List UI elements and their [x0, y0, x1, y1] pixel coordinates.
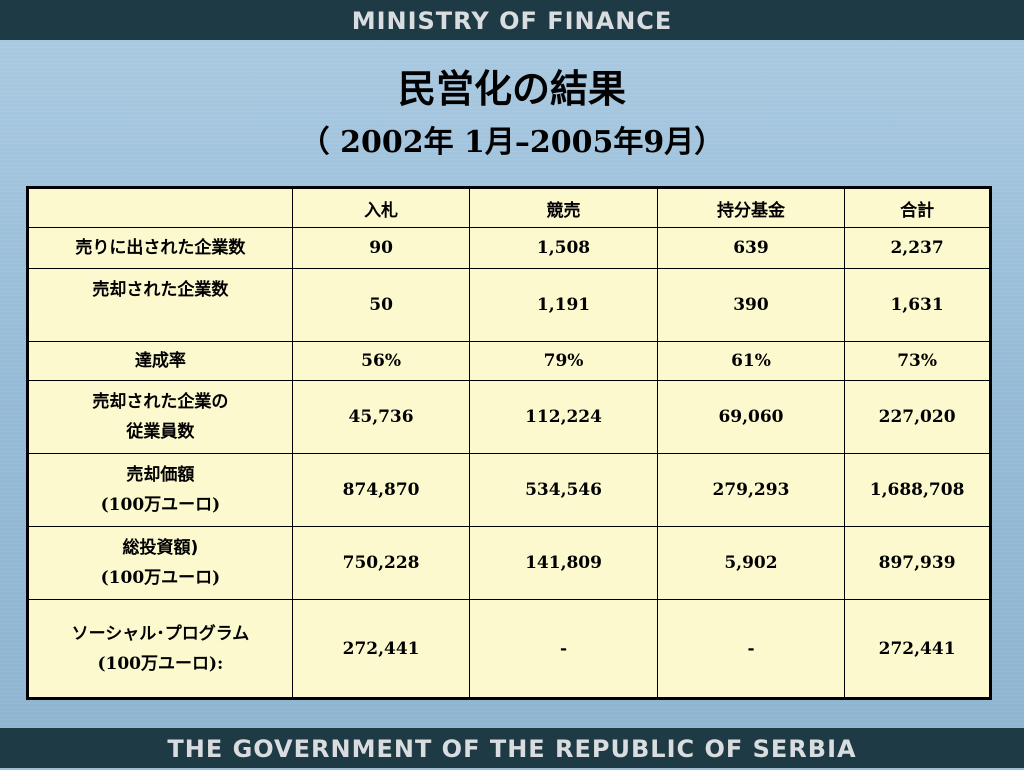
- row-label-line: ソーシャル･プログラム: [71, 623, 250, 644]
- row-label-unit: (100万ユーロ): [100, 495, 221, 515]
- cell-value: 272,441: [291, 599, 471, 699]
- table-row: 売却された企業の 従業員数 45,736 112,224 69,060 227,…: [27, 380, 991, 454]
- row-label-line: 従業員数: [126, 422, 195, 442]
- row-label-line: 総投資額): [122, 538, 199, 558]
- results-table: 入札 競売 持分基金 合計 売りに出された企業数 90 1,508 639 2,…: [26, 186, 992, 700]
- table-row: 総投資額) (100万ユーロ) 750,228 141,809 5,902 89…: [27, 526, 991, 600]
- table-row: 売却された企業数 50 1,191 390 1,631: [27, 268, 991, 342]
- cell-value: -: [656, 599, 846, 699]
- cell-value: 73%: [844, 341, 991, 381]
- cell-value: 141,809: [469, 526, 658, 600]
- cell-value: -: [469, 599, 658, 699]
- column-header: 競売: [469, 187, 658, 228]
- cell-value: 50: [291, 268, 471, 342]
- column-header: 持分基金: [656, 187, 846, 228]
- cell-value: 390: [656, 268, 846, 342]
- slide-title: 民営化の結果: [397, 67, 626, 111]
- row-label: ソーシャル･プログラム (100万ユーロ):: [27, 599, 293, 699]
- cell-value: 1,191: [469, 268, 658, 342]
- slide-subtitle: （ 2002年 1月–2005年9月）: [299, 125, 725, 160]
- cell-value: 61%: [656, 341, 846, 381]
- cell-value: 69,060: [656, 380, 846, 454]
- header-band: MINISTRY OF FINANCE: [0, 0, 1024, 40]
- cell-value: 2,237: [844, 227, 991, 269]
- table-row: 売りに出された企業数 90 1,508 639 2,237: [27, 227, 991, 269]
- column-header: [27, 187, 293, 228]
- cell-value: 279,293: [656, 453, 846, 527]
- cell-value: 45,736: [291, 380, 471, 454]
- row-label: 達成率: [27, 341, 293, 381]
- column-header: 入札: [291, 187, 471, 228]
- cell-value: 79%: [469, 341, 658, 381]
- cell-value: 112,224: [469, 380, 658, 454]
- row-label-line: 売却された企業の: [92, 392, 229, 412]
- table-row: 達成率 56% 79% 61% 73%: [27, 341, 991, 381]
- column-header: 合計: [844, 187, 991, 228]
- cell-value: 1,688,708: [844, 453, 991, 527]
- cell-value: 5,902: [656, 526, 846, 600]
- cell-value: 534,546: [469, 453, 658, 527]
- cell-value: 750,228: [291, 526, 471, 600]
- cell-value: 90: [291, 227, 471, 269]
- cell-value: 56%: [291, 341, 471, 381]
- row-label: 総投資額) (100万ユーロ): [27, 526, 293, 600]
- row-label-unit: (100万ユーロ):: [97, 653, 224, 674]
- row-label: 売却された企業の 従業員数: [27, 380, 293, 454]
- cell-value: 639: [656, 227, 846, 269]
- row-label: 売却された企業数: [27, 268, 293, 342]
- row-label-unit: (100万ユーロ): [100, 568, 221, 588]
- cell-value: 897,939: [844, 526, 991, 600]
- cell-value: 1,631: [844, 268, 991, 342]
- row-label: 売りに出された企業数: [27, 227, 293, 269]
- table-header-row: 入札 競売 持分基金 合計: [27, 187, 991, 228]
- footer-band: THE GOVERNMENT OF THE REPUBLIC OF SERBIA: [0, 728, 1024, 768]
- table-row: 売却価額 (100万ユーロ) 874,870 534,546 279,293 1…: [27, 453, 991, 527]
- cell-value: 874,870: [291, 453, 471, 527]
- cell-value: 227,020: [844, 380, 991, 454]
- cell-value: 272,441: [844, 599, 991, 699]
- table-row: ソーシャル･プログラム (100万ユーロ): 272,441 - - 272,4…: [27, 599, 991, 699]
- row-label-line: 売却価額: [126, 465, 195, 485]
- row-label: 売却価額 (100万ユーロ): [27, 453, 293, 527]
- cell-value: 1,508: [469, 227, 658, 269]
